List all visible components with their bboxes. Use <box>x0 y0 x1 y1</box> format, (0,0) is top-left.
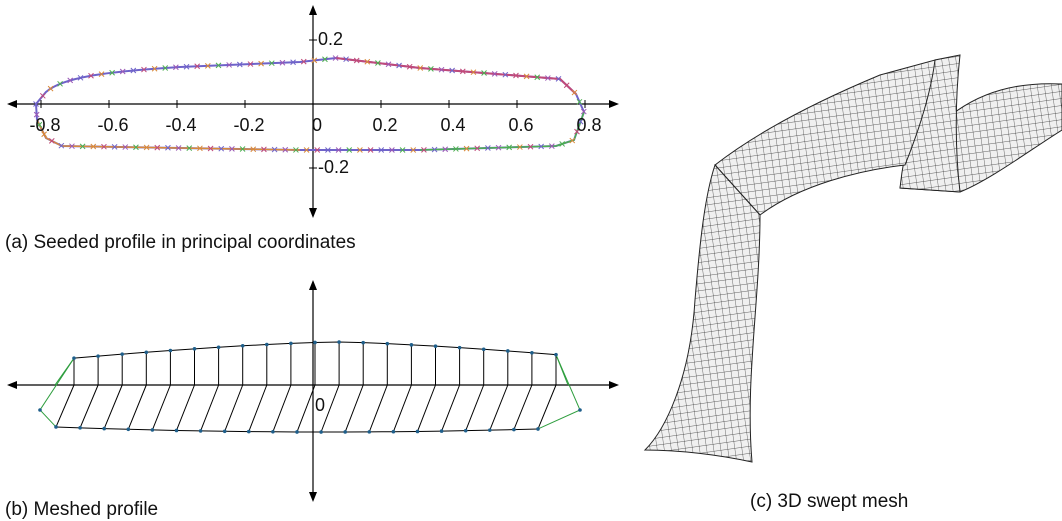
mesh-end <box>556 355 568 385</box>
mesh-line <box>201 385 219 431</box>
mesh-node <box>458 346 462 350</box>
mesh-node <box>271 430 275 434</box>
mesh-line <box>104 385 122 429</box>
mesh-line <box>128 385 146 429</box>
mesh-line <box>442 385 460 431</box>
mesh-node <box>145 350 149 354</box>
mesh-node <box>96 354 100 358</box>
mesh-node <box>289 342 293 346</box>
x-tick-label: 0.4 <box>440 115 465 135</box>
mesh-node <box>78 426 82 430</box>
mesh-node <box>295 430 299 434</box>
x-tick-label: -0.4 <box>165 115 196 135</box>
mesh-line <box>80 385 98 428</box>
x-tick-label: 0.2 <box>372 115 397 135</box>
mesh-line <box>152 385 170 430</box>
mesh-end <box>40 358 74 427</box>
mesh-node <box>410 343 414 347</box>
mesh-node <box>72 356 76 360</box>
mesh-node <box>102 427 106 431</box>
mesh-line <box>225 385 243 431</box>
mesh-node <box>440 429 444 433</box>
y-tick-label: -0.2 <box>318 157 349 177</box>
mesh-end <box>538 355 580 429</box>
mesh-top-section <box>715 60 935 215</box>
y-tick-label: 0.2 <box>318 29 343 49</box>
page: {"panels": [ {"caption": "(a) Seeded pro… <box>0 0 1062 521</box>
mesh-node <box>488 428 492 432</box>
x-tick-label: -0.2 <box>233 115 264 135</box>
mesh-node <box>120 352 124 356</box>
mesh-node <box>337 340 341 344</box>
panel-c: (c) 3D swept mesh <box>645 55 1062 512</box>
mesh-node <box>361 341 365 345</box>
mesh-node <box>482 347 486 351</box>
mesh-node <box>199 429 203 433</box>
panel-a: (a) Seeded profile in principal coordina… <box>5 10 614 253</box>
mesh-node <box>416 430 420 434</box>
x-tick-label: 0 <box>312 115 322 135</box>
x-tick-label: 0.6 <box>508 115 533 135</box>
x-tick-label: -0.8 <box>29 115 60 135</box>
x-tick-label: -0.6 <box>97 115 128 135</box>
mesh-node <box>265 343 269 347</box>
mesh-node <box>368 430 372 434</box>
mesh-line <box>490 385 508 430</box>
mesh-node <box>578 408 582 412</box>
mesh-node <box>38 408 42 412</box>
mesh-node <box>313 341 317 345</box>
mesh-node <box>193 347 197 351</box>
panel-b: 0 (b) Meshed profile <box>5 285 614 520</box>
mesh-line <box>418 385 436 431</box>
mesh-line <box>249 385 267 432</box>
mesh-line <box>466 385 484 431</box>
mesh-line <box>273 385 291 432</box>
caption: (b) Meshed profile <box>5 499 158 520</box>
seed-marker <box>564 83 569 88</box>
mesh-node <box>536 427 540 431</box>
mesh-node <box>392 430 396 434</box>
mesh-node <box>175 429 179 433</box>
mesh-node <box>554 353 558 357</box>
mesh-node <box>386 342 390 346</box>
mesh-line <box>514 385 532 430</box>
mesh-line <box>393 385 411 432</box>
mesh-node <box>530 351 534 355</box>
mesh-line <box>345 385 363 432</box>
seed-marker <box>40 93 45 98</box>
mesh-node <box>247 430 251 434</box>
mesh-node <box>512 428 516 432</box>
figure: (a) Seeded profile in principal coordina… <box>0 0 1062 521</box>
mesh-node <box>127 427 131 431</box>
mesh-node <box>223 429 227 433</box>
mesh-node <box>464 429 468 433</box>
origin-label: 0 <box>315 395 325 415</box>
seed-marker <box>572 90 577 95</box>
profile-segment <box>336 58 576 94</box>
mesh-node <box>343 430 347 434</box>
mesh-node <box>319 430 323 434</box>
mesh-end <box>55 358 74 385</box>
caption: (a) Seeded profile in principal coordina… <box>5 232 356 253</box>
mesh-node <box>434 344 438 348</box>
mesh-node <box>169 349 173 353</box>
mesh-line <box>297 385 315 432</box>
mesh-node <box>241 344 245 348</box>
mesh-line <box>56 385 74 427</box>
mesh-line <box>177 385 195 430</box>
x-tick-label: 0.8 <box>576 115 601 135</box>
mesh-line <box>369 385 387 432</box>
mesh-node <box>54 425 58 429</box>
mesh-leg <box>645 165 760 462</box>
mesh-node <box>151 428 155 432</box>
mesh-node <box>506 349 510 353</box>
profile-mesh <box>38 340 582 434</box>
caption: (c) 3D swept mesh <box>750 491 908 512</box>
mesh-node <box>217 345 221 349</box>
